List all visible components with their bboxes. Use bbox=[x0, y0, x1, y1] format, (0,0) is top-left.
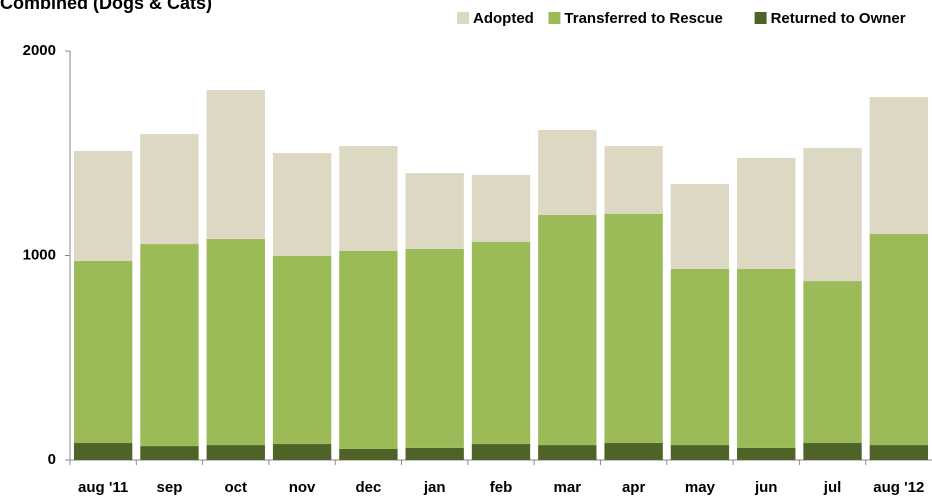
bar-segment bbox=[869, 445, 929, 460]
bar-segment bbox=[140, 134, 199, 245]
x-tick-label: nov bbox=[289, 479, 316, 496]
bar-segment bbox=[604, 146, 663, 214]
bar-segment bbox=[803, 443, 862, 460]
legend-label: Returned to Owner bbox=[771, 10, 906, 27]
x-tick-label: aug '12 bbox=[873, 479, 924, 496]
x-tick-label: may bbox=[685, 479, 716, 496]
legend-swatch bbox=[457, 12, 469, 24]
x-tick-label: sep bbox=[157, 479, 183, 496]
chart-title: Combined (Dogs & Cats) bbox=[0, 0, 212, 13]
bar-segment bbox=[803, 147, 862, 282]
x-tick-label: jul bbox=[823, 479, 842, 496]
x-tick-label: oct bbox=[225, 479, 248, 496]
bar-segment bbox=[670, 268, 730, 446]
y-tick-label: 1000 bbox=[23, 246, 56, 263]
x-tick-label: apr bbox=[622, 479, 646, 496]
legend-label: Adopted bbox=[473, 10, 534, 27]
x-tick-label: mar bbox=[554, 479, 582, 496]
x-tick-label: jun bbox=[754, 479, 778, 496]
bar-segment bbox=[272, 255, 332, 445]
bar-segment bbox=[538, 129, 597, 216]
bar-segment bbox=[206, 238, 265, 446]
bar-segment bbox=[670, 445, 730, 460]
bar-segment bbox=[272, 444, 332, 460]
bar-segment bbox=[604, 443, 663, 460]
y-tick-label: 2000 bbox=[23, 42, 56, 59]
legend-swatch bbox=[548, 12, 561, 24]
bar-segment bbox=[339, 448, 398, 460]
legend-label: Transferred to Rescue bbox=[564, 10, 722, 27]
bar-segment bbox=[538, 445, 597, 460]
bar-segment bbox=[405, 248, 464, 448]
bar-segment bbox=[737, 447, 796, 460]
bar-segment bbox=[272, 153, 332, 256]
bar-segment bbox=[869, 234, 929, 446]
bar-segment bbox=[339, 251, 398, 449]
bar-segment bbox=[206, 445, 265, 460]
bar-segment bbox=[737, 157, 796, 269]
bar-segment bbox=[73, 443, 133, 460]
bar-segment bbox=[471, 444, 531, 460]
bar-segment bbox=[604, 213, 663, 444]
x-tick-label: dec bbox=[355, 479, 381, 496]
bar-segment bbox=[670, 183, 730, 269]
bar-segment bbox=[737, 268, 796, 448]
bar-segment bbox=[405, 447, 464, 460]
bar-segment bbox=[803, 281, 862, 444]
bar-segment bbox=[206, 90, 265, 239]
legend-swatch bbox=[754, 12, 767, 24]
x-tick-label: jan bbox=[423, 479, 446, 496]
x-tick-label: aug '11 bbox=[78, 479, 128, 496]
bar-segment bbox=[140, 446, 199, 460]
bar-segment bbox=[471, 174, 531, 243]
bar-segment bbox=[339, 146, 398, 252]
y-tick-label: 0 bbox=[48, 451, 56, 468]
bar-segment bbox=[471, 242, 531, 445]
bar-segment bbox=[140, 244, 199, 447]
bar-segment bbox=[73, 151, 133, 262]
bar-segment bbox=[538, 215, 597, 446]
bar-segment bbox=[405, 173, 464, 249]
x-tick-label: feb bbox=[490, 479, 513, 496]
bar-segment bbox=[73, 261, 133, 444]
bar-segment bbox=[869, 97, 929, 235]
